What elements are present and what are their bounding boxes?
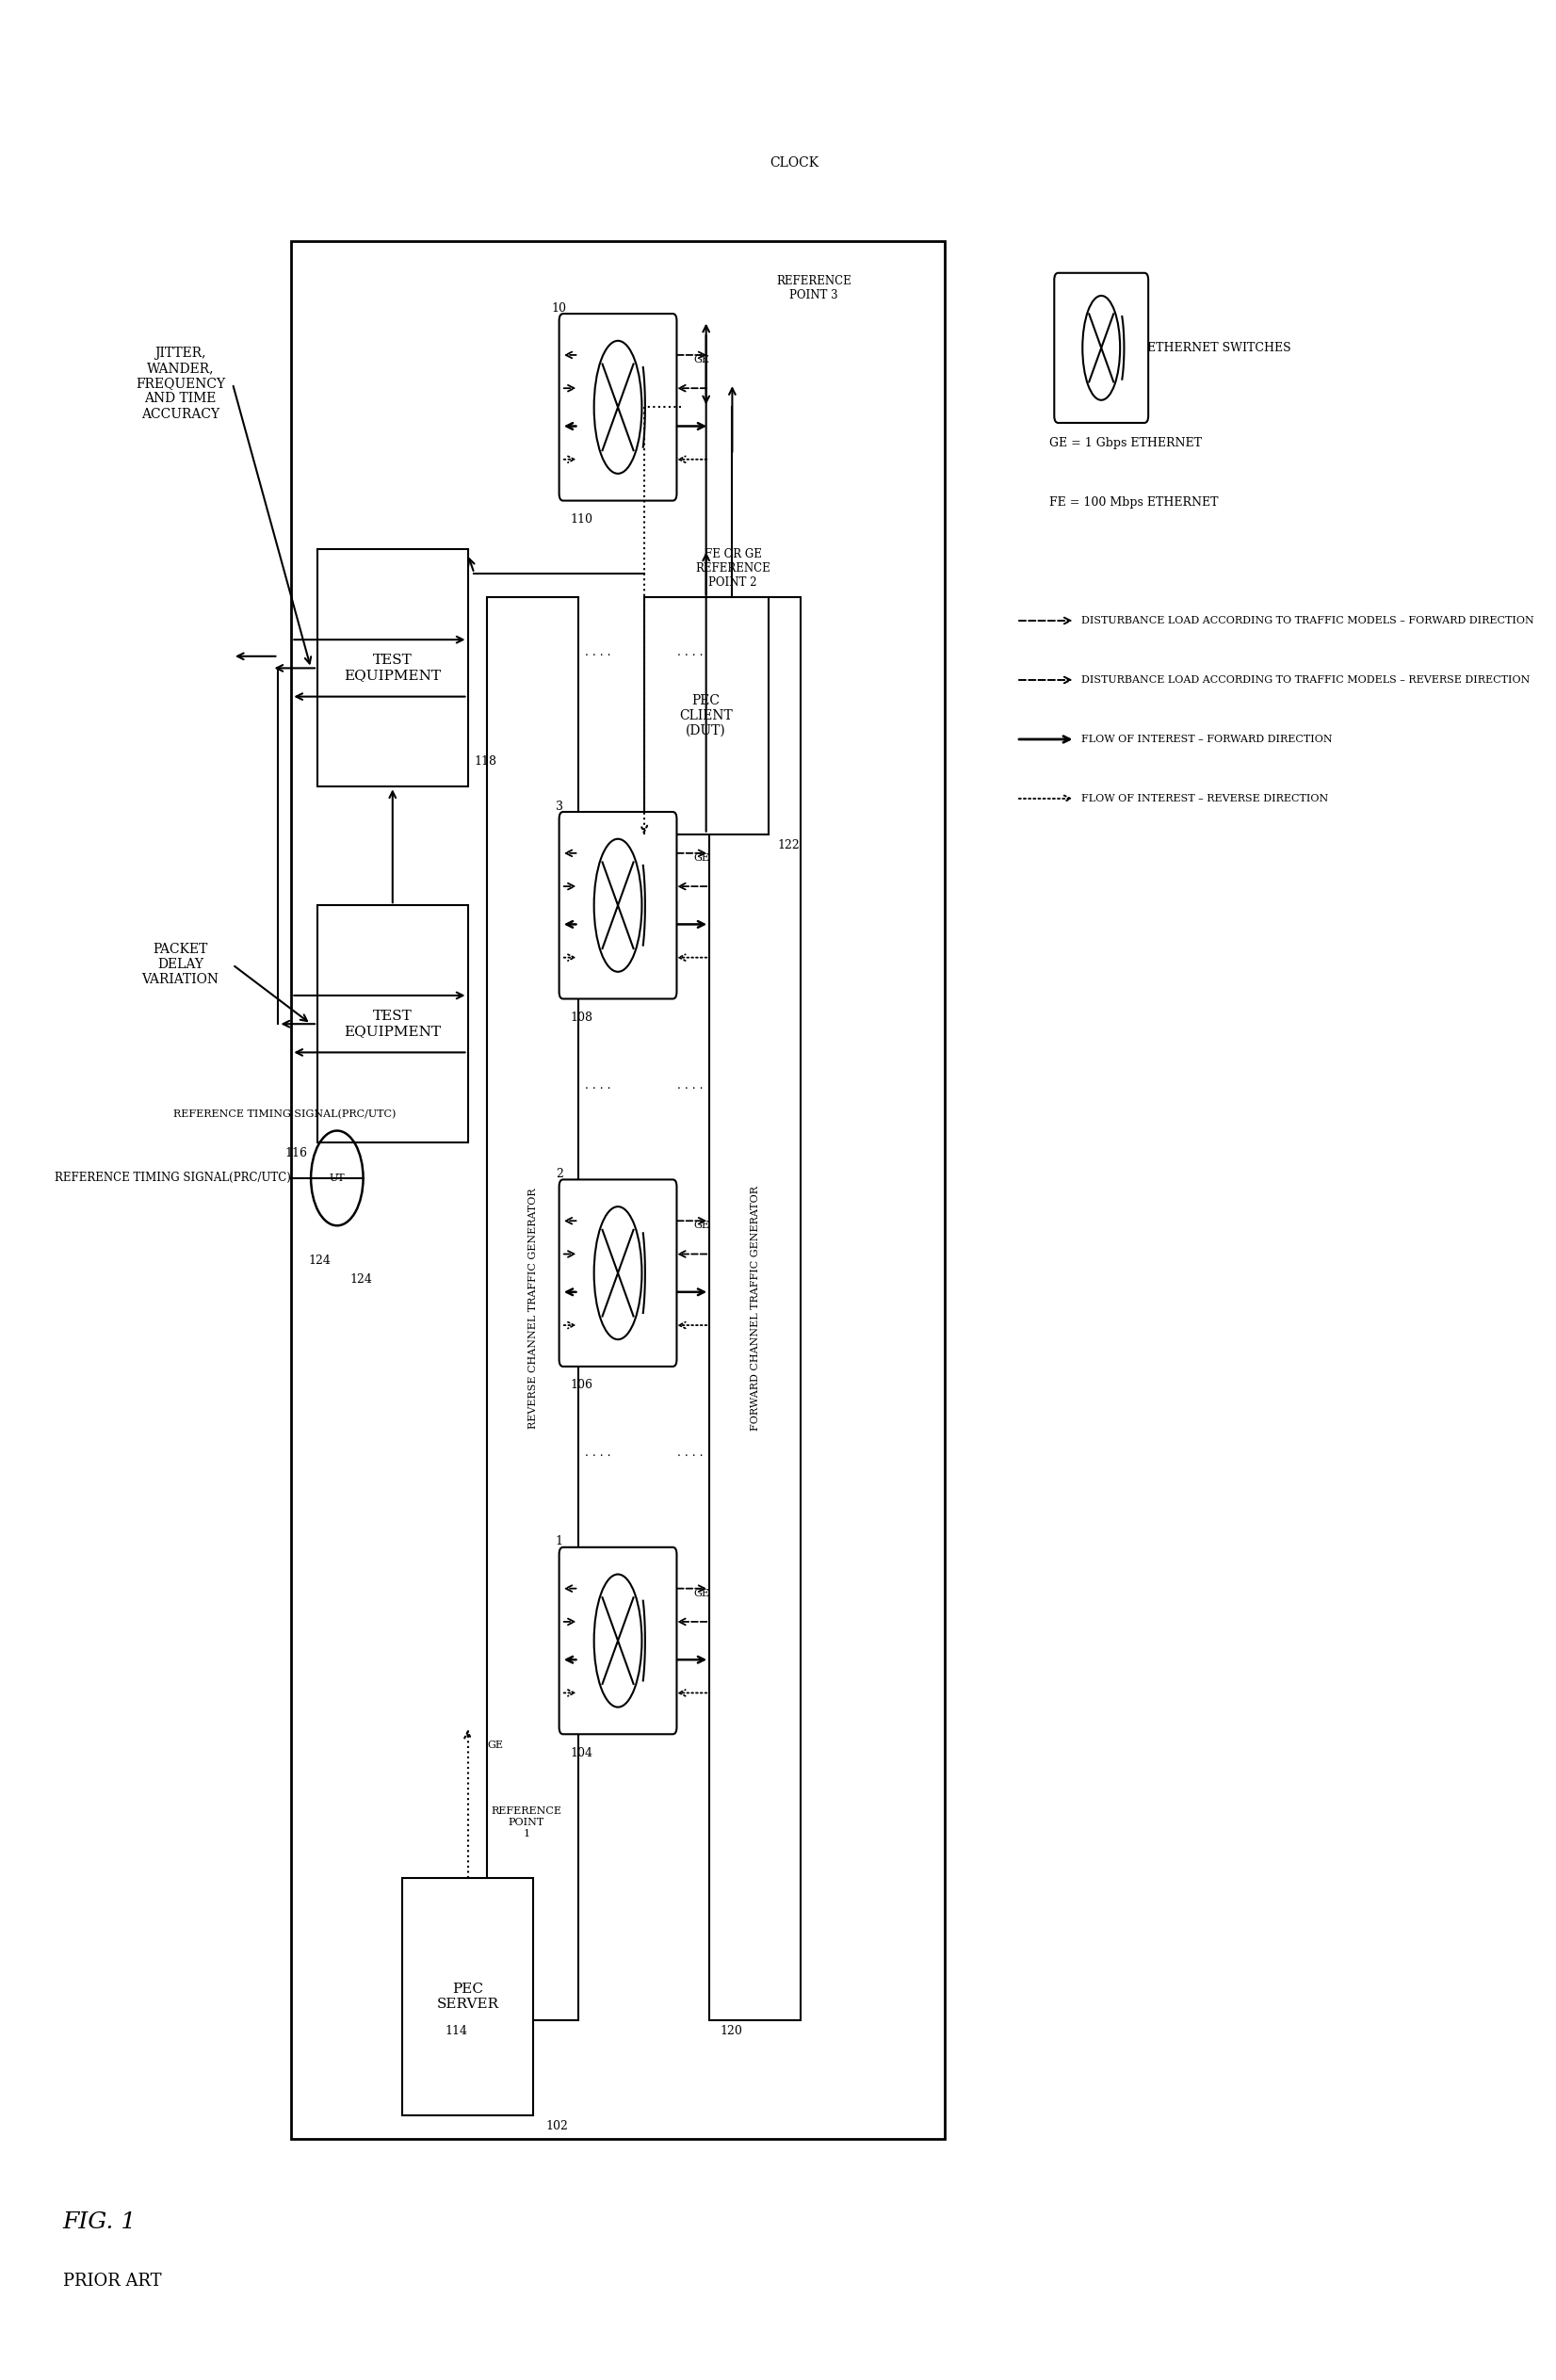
Text: ETHERNET SWITCHES: ETHERNET SWITCHES [1147,343,1291,355]
Text: 2: 2 [555,1169,563,1180]
FancyBboxPatch shape [644,597,769,833]
Text: FLOW OF INTEREST – REVERSE DIRECTION: FLOW OF INTEREST – REVERSE DIRECTION [1081,795,1329,804]
Text: UT: UT [330,1173,345,1183]
Text: PRIOR ART: PRIOR ART [62,2273,162,2290]
Text: · · · ·: · · · · [677,650,703,662]
Text: PEC
CLIENT
(DUT): PEC CLIENT (DUT) [680,693,733,738]
Text: TEST
EQUIPMENT: TEST EQUIPMENT [344,655,440,683]
FancyBboxPatch shape [1055,274,1148,424]
Text: 124: 124 [350,1273,372,1285]
FancyBboxPatch shape [291,240,944,2140]
Text: FE OR GE
REFERENCE
POINT 2: FE OR GE REFERENCE POINT 2 [696,547,770,588]
Text: GE: GE [694,1587,710,1597]
Text: REFERENCE
POINT 3: REFERENCE POINT 3 [776,276,851,302]
Text: DISTURBANCE LOAD ACCORDING TO TRAFFIC MODELS – REVERSE DIRECTION: DISTURBANCE LOAD ACCORDING TO TRAFFIC MO… [1081,676,1531,685]
FancyBboxPatch shape [403,1878,534,2116]
Text: 116: 116 [285,1147,307,1159]
FancyBboxPatch shape [487,597,579,2021]
Text: GE: GE [487,1740,503,1749]
Text: · · · ·: · · · · [585,1083,612,1095]
Text: 124: 124 [308,1254,330,1266]
Text: GE: GE [694,1221,710,1230]
FancyBboxPatch shape [559,812,677,1000]
Text: 106: 106 [569,1380,593,1392]
Text: · · · ·: · · · · [677,1452,703,1464]
Text: 3: 3 [555,800,563,812]
Text: FIG. 1: FIG. 1 [62,2211,137,2232]
Text: TEST
EQUIPMENT: TEST EQUIPMENT [344,1009,440,1038]
Text: REFERENCE
POINT
1: REFERENCE POINT 1 [492,1806,562,1837]
Text: · · · ·: · · · · [677,1083,703,1095]
Text: 1: 1 [555,1535,563,1547]
Text: GE: GE [694,355,710,364]
Text: FORWARD CHANNEL TRAFFIC GENERATOR: FORWARD CHANNEL TRAFFIC GENERATOR [750,1185,759,1430]
FancyBboxPatch shape [317,904,468,1142]
Text: 104: 104 [569,1747,593,1759]
FancyBboxPatch shape [559,1547,677,1735]
Text: PEC
SERVER: PEC SERVER [437,1983,499,2011]
FancyBboxPatch shape [559,1180,677,1366]
Text: 10: 10 [552,302,566,314]
Text: JITTER,
WANDER,
FREQUENCY
AND TIME
ACCURACY: JITTER, WANDER, FREQUENCY AND TIME ACCUR… [135,347,226,421]
Text: PACKET
DELAY
VARIATION: PACKET DELAY VARIATION [142,942,219,985]
Text: GE: GE [694,852,710,862]
Text: 108: 108 [569,1011,593,1023]
Text: 110: 110 [569,514,593,526]
Text: GE = 1 Gbps ETHERNET: GE = 1 Gbps ETHERNET [1049,436,1201,450]
FancyBboxPatch shape [317,550,468,788]
Text: DISTURBANCE LOAD ACCORDING TO TRAFFIC MODELS – FORWARD DIRECTION: DISTURBANCE LOAD ACCORDING TO TRAFFIC MO… [1081,616,1534,626]
Text: · · · ·: · · · · [585,1452,612,1464]
Text: 102: 102 [546,2121,568,2132]
Text: REVERSE CHANNEL TRAFFIC GENERATOR: REVERSE CHANNEL TRAFFIC GENERATOR [529,1188,538,1428]
Text: CLOCK: CLOCK [770,157,818,169]
Text: · · · ·: · · · · [585,650,612,662]
Text: 118: 118 [475,754,496,769]
Text: REFERENCE TIMING SIGNAL(PRC/UTC): REFERENCE TIMING SIGNAL(PRC/UTC) [173,1109,397,1119]
FancyBboxPatch shape [710,597,801,2021]
Text: REFERENCE TIMING SIGNAL(PRC/UTC): REFERENCE TIMING SIGNAL(PRC/UTC) [54,1171,291,1185]
FancyBboxPatch shape [559,314,677,500]
Text: FE = 100 Mbps ETHERNET: FE = 100 Mbps ETHERNET [1049,495,1218,509]
Text: FLOW OF INTEREST – FORWARD DIRECTION: FLOW OF INTEREST – FORWARD DIRECTION [1081,735,1333,745]
Text: 120: 120 [720,2025,742,2037]
Text: 122: 122 [778,838,800,852]
Text: 114: 114 [445,2025,468,2037]
